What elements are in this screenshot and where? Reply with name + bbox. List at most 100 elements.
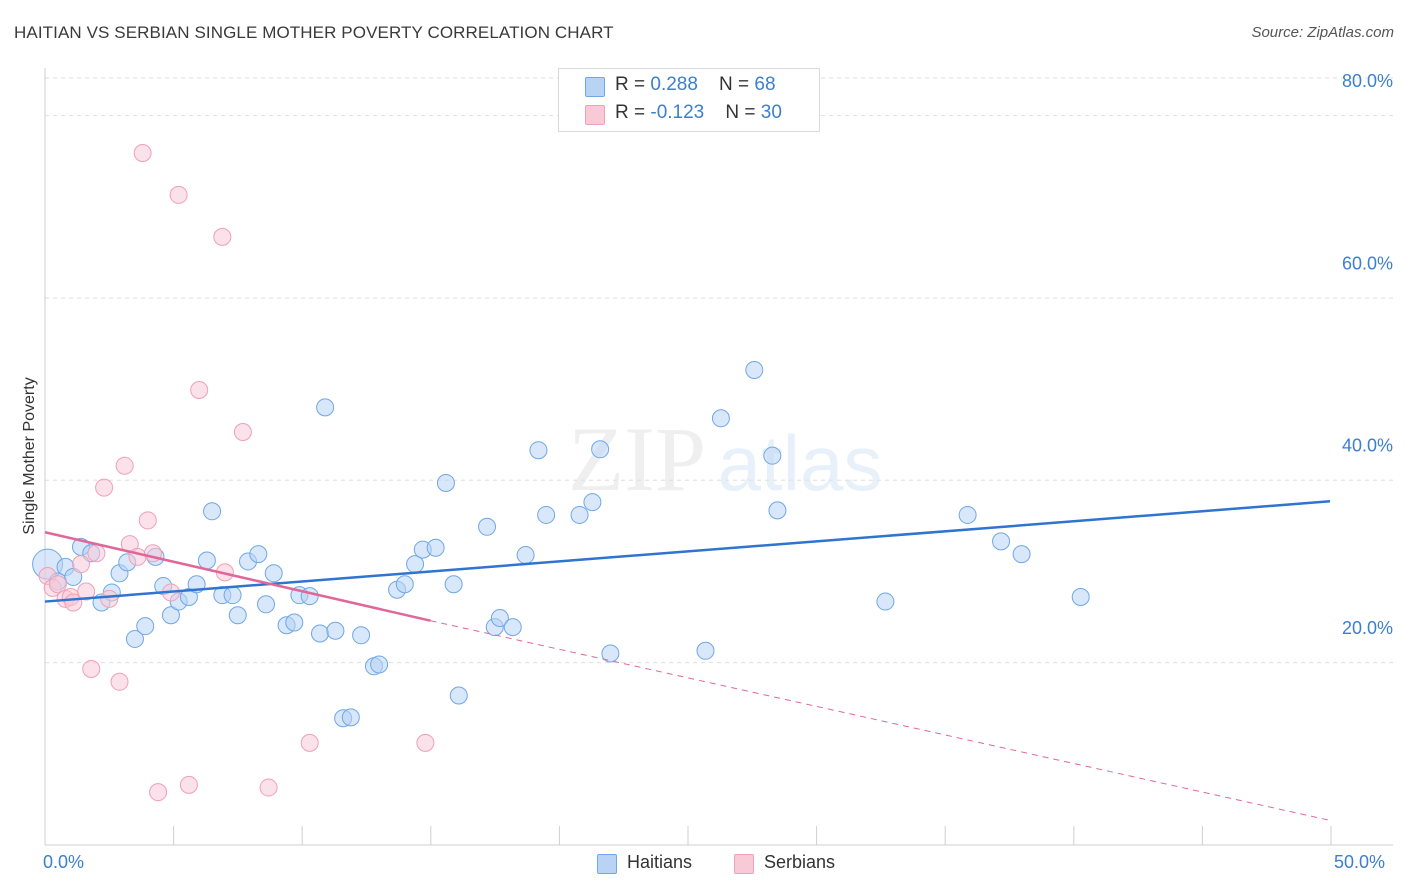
haitian-point bbox=[478, 517, 497, 536]
legend-n-label: N = bbox=[719, 74, 755, 95]
haitian-point bbox=[228, 606, 247, 625]
haitians-trend-line bbox=[44, 500, 1331, 603]
serbian-point bbox=[300, 733, 319, 752]
haitian-point bbox=[161, 606, 180, 625]
bottom-legend-swatch-serbians bbox=[734, 854, 754, 874]
legend-n-value-serbians: 30 bbox=[760, 102, 782, 123]
watermark: ZIP atlas bbox=[568, 408, 882, 510]
haitian-point bbox=[136, 617, 155, 636]
watermark-zip: ZIP bbox=[568, 408, 706, 510]
haitian-point bbox=[583, 493, 602, 512]
legend-n-label: N = bbox=[725, 102, 761, 123]
trend-lines bbox=[44, 500, 1331, 821]
haitian-point bbox=[1012, 545, 1031, 564]
serbian-point bbox=[110, 672, 129, 691]
haitian-point bbox=[529, 441, 548, 460]
serbian-point bbox=[213, 227, 232, 246]
haitian-point bbox=[310, 624, 329, 643]
haitians-points bbox=[32, 360, 1090, 728]
serbian-point bbox=[115, 456, 134, 475]
haitian-point bbox=[341, 708, 360, 727]
haitian-point bbox=[203, 502, 222, 521]
haitian-point bbox=[300, 587, 319, 606]
serbian-point bbox=[82, 660, 101, 679]
serbian-point bbox=[169, 185, 188, 204]
haitian-point bbox=[285, 613, 304, 632]
haitian-point bbox=[1071, 588, 1090, 606]
serbians-trend-line bbox=[44, 531, 431, 622]
legend-swatch-serbians bbox=[585, 105, 605, 125]
legend-r-value-serbians: -0.123 bbox=[650, 102, 705, 123]
haitian-point bbox=[745, 360, 764, 379]
chart-title: HAITIAN VS SERBIAN SINGLE MOTHER POVERTY… bbox=[14, 23, 614, 42]
serbian-point bbox=[138, 511, 157, 530]
axes bbox=[44, 68, 1393, 846]
haitian-point bbox=[711, 409, 730, 428]
serbian-point bbox=[190, 381, 209, 400]
y-tick-label-2: 60.0% bbox=[1342, 253, 1393, 273]
gridlines bbox=[45, 77, 1393, 664]
x-axis-min-label: 0.0% bbox=[43, 852, 85, 872]
y-tick-label-3: 80.0% bbox=[1342, 71, 1393, 91]
haitian-point bbox=[257, 595, 276, 614]
serbian-point bbox=[133, 143, 152, 162]
haitian-point bbox=[316, 398, 335, 417]
serbian-point bbox=[87, 544, 106, 563]
haitian-point bbox=[395, 575, 414, 594]
y-tick-labels: 20.0% 40.0% 60.0% 80.0% bbox=[1342, 71, 1393, 638]
haitian-point bbox=[370, 655, 389, 674]
haitian-point bbox=[537, 505, 556, 524]
x-axis-max-label: 50.0% bbox=[1334, 852, 1386, 872]
haitian-point bbox=[876, 592, 895, 611]
haitian-point bbox=[763, 446, 782, 465]
serbian-point bbox=[71, 555, 90, 574]
legend-r-label: R = bbox=[615, 102, 651, 123]
bottom-legend-label-haitians: Haitians bbox=[627, 852, 693, 872]
haitian-point bbox=[958, 505, 977, 524]
haitian-point bbox=[125, 629, 144, 648]
haitian-point bbox=[503, 618, 522, 637]
haitian-point bbox=[352, 626, 371, 645]
haitian-point bbox=[768, 501, 787, 520]
bottom-legend-label-serbians: Serbians bbox=[764, 852, 836, 872]
haitian-point bbox=[436, 474, 455, 493]
serbian-point bbox=[416, 733, 435, 752]
serbians-trend-line-extended bbox=[430, 620, 1331, 821]
haitian-point bbox=[264, 564, 283, 583]
serbian-point bbox=[259, 778, 278, 797]
haitian-point bbox=[490, 608, 509, 627]
haitian-point bbox=[197, 551, 216, 570]
serbians-points bbox=[38, 143, 435, 802]
serbian-point bbox=[149, 783, 168, 802]
serbian-point bbox=[77, 582, 96, 601]
haitian-point bbox=[992, 532, 1011, 551]
haitian-point bbox=[326, 621, 345, 640]
haitian-point bbox=[449, 686, 468, 705]
serbian-point bbox=[179, 775, 198, 794]
haitian-point bbox=[426, 538, 445, 557]
legend-swatch-haitians bbox=[585, 77, 605, 97]
y-tick-label-0: 20.0% bbox=[1342, 618, 1393, 638]
haitian-point bbox=[444, 575, 463, 594]
legend-r-value-haitians: 0.288 bbox=[650, 74, 698, 95]
bottom-legend-swatch-haitians bbox=[597, 854, 617, 874]
haitian-point bbox=[696, 641, 715, 660]
legend-n-value-haitians: 68 bbox=[754, 74, 776, 95]
legend-r-label: R = bbox=[615, 74, 651, 95]
haitian-point bbox=[601, 644, 620, 663]
serbian-point bbox=[100, 589, 119, 608]
haitian-point bbox=[516, 546, 535, 565]
haitian-point bbox=[591, 440, 610, 459]
haitian-point bbox=[570, 505, 589, 524]
serbian-point bbox=[48, 575, 67, 594]
y-tick-label-1: 40.0% bbox=[1342, 436, 1393, 456]
y-axis-label: Single Mother Poverty bbox=[21, 377, 38, 535]
serbian-point bbox=[233, 422, 252, 441]
watermark-atlas: atlas bbox=[718, 419, 883, 507]
source-label: Source: ZipAtlas.com bbox=[1251, 24, 1394, 41]
correlation-legend: R = 0.288 N = 68 R = -0.123 N = 30 bbox=[558, 68, 820, 132]
haitian-point bbox=[249, 545, 268, 564]
haitian-point bbox=[223, 586, 242, 605]
serbian-point bbox=[95, 478, 114, 497]
